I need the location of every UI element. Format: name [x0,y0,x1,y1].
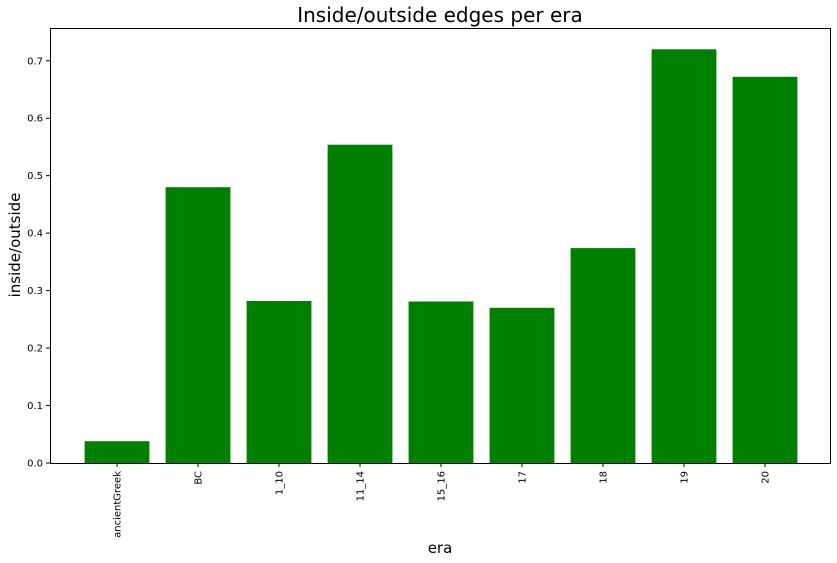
y-tick-label: 0.1 [27,401,43,412]
x-axis-ticks: ancientGreek BC 1_10 11_14 15_16 17 18 19 20 [113,463,772,538]
y-tick-label: 0.0 [27,459,43,470]
bars-group [84,49,798,464]
x-tick-label: 1_10 [275,471,286,495]
x-tick-label: 15_16 [437,471,448,501]
bar-BC [165,187,231,463]
bar-18 [570,248,636,463]
y-tick-label: 0.6 [27,114,43,125]
bar-1_10 [246,301,312,463]
bar-15_16 [408,301,474,463]
y-tick-label: 0.7 [27,56,43,67]
x-axis-label: era [428,539,453,557]
y-tick-label: 0.4 [27,229,43,240]
bar-17 [489,307,555,463]
bar-11_14 [327,144,393,463]
y-tick-label: 0.5 [27,171,43,182]
plot-frame [50,28,831,464]
bar-19 [651,49,717,464]
x-tick-label: 20 [761,471,772,484]
x-tick-label: 19 [680,471,691,484]
y-tick-label: 0.2 [27,344,43,355]
x-tick-label: BC [194,471,205,485]
chart-title: Inside/outside edges per era [297,3,583,27]
x-tick-label: ancientGreek [113,471,124,538]
bar-ancientGreek [84,441,150,463]
x-tick-label: 17 [518,471,529,484]
x-tick-label: 18 [599,471,610,484]
y-axis-ticks: 0.0 0.1 0.2 0.3 0.4 0.5 0.6 0.7 [27,56,50,470]
y-axis-label: inside/outside [6,193,24,298]
x-tick-label: 11_14 [356,471,367,501]
bar-20 [732,76,798,464]
y-tick-label: 0.3 [27,286,43,297]
